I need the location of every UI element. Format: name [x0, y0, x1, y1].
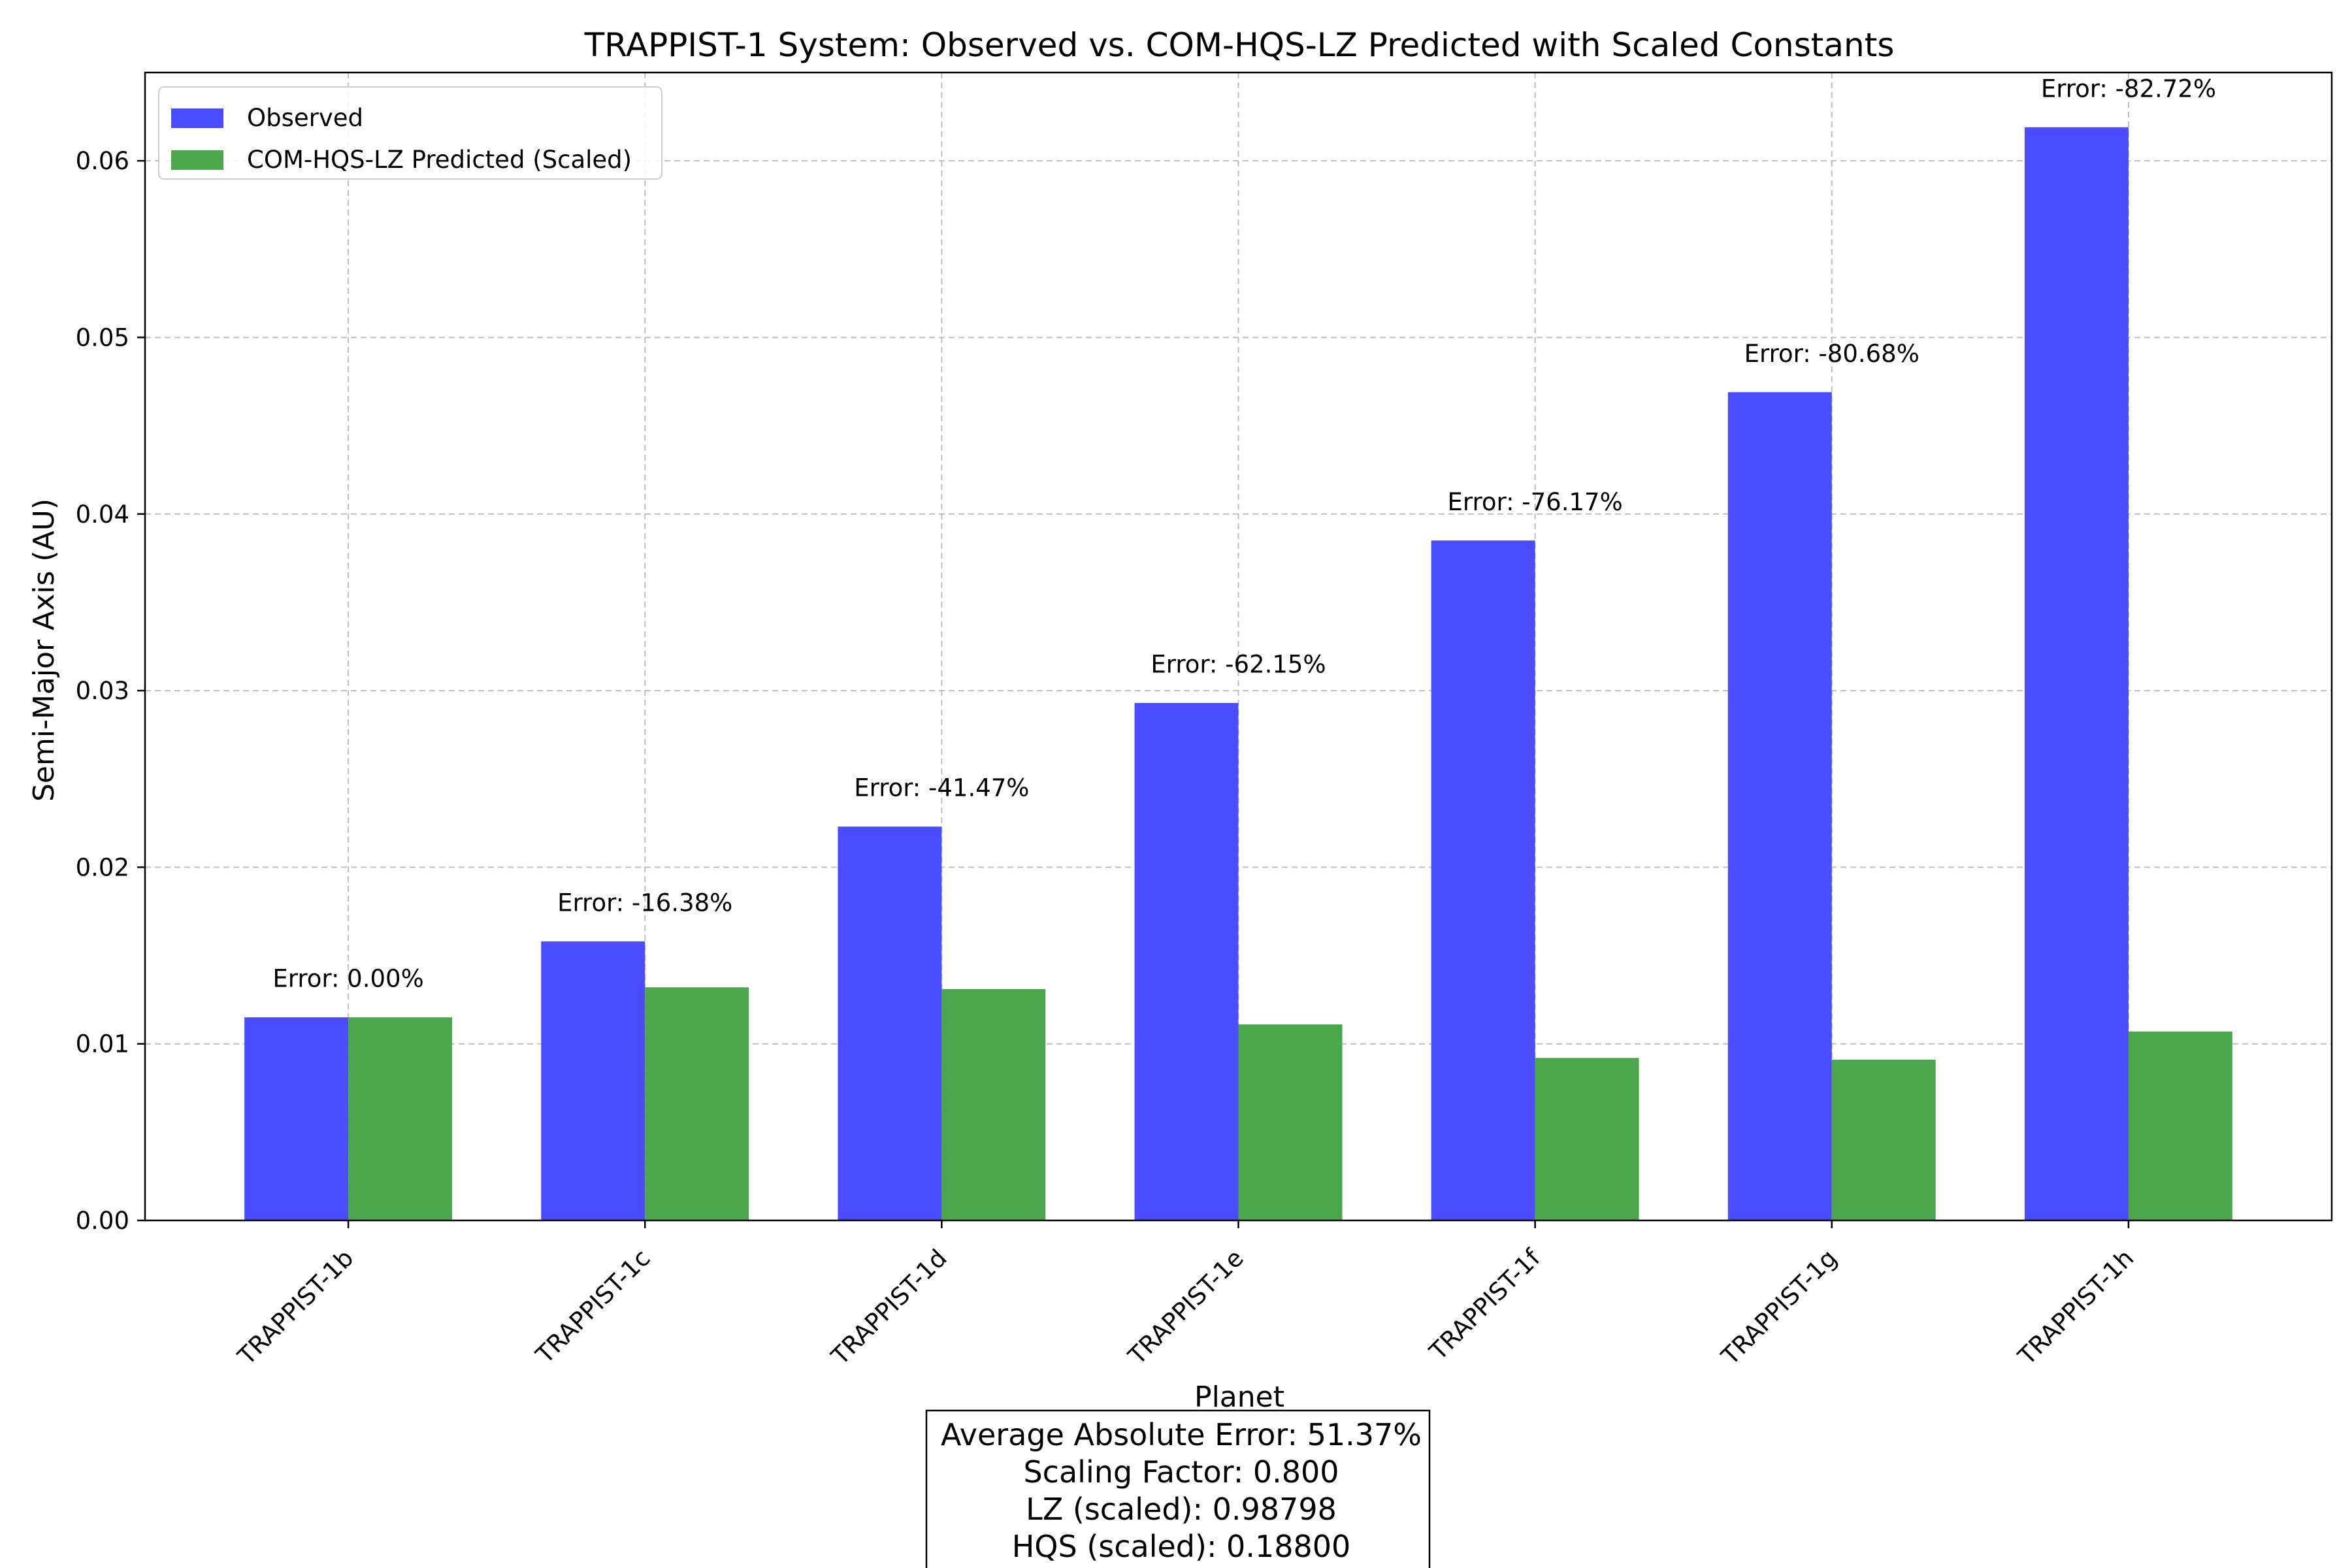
bars [244, 127, 2232, 1221]
info-line: Average Absolute Error: 51.37% [941, 1417, 1422, 1452]
bar-predicted [1238, 1024, 1343, 1220]
bar-observed [2024, 127, 2129, 1220]
bar-predicted [1535, 1058, 1639, 1220]
y-tick-label: 0.03 [76, 677, 129, 705]
legend-swatch [171, 150, 223, 170]
error-annotation: Error: -80.68% [1744, 340, 1919, 368]
bar-observed [838, 826, 942, 1220]
bar-observed [1727, 392, 1832, 1221]
error-annotation: Error: 0.00% [272, 965, 423, 993]
legend-box [158, 86, 662, 180]
y-tick-label: 0.04 [76, 500, 129, 529]
info-box: Average Absolute Error: 51.37%Scaling Fa… [925, 1409, 1431, 1568]
error-annotation: Error: -16.38% [557, 889, 732, 917]
bar-observed [1134, 702, 1239, 1220]
x-axis-label: Planet [1194, 1380, 1284, 1414]
y-axis-label: Semi-Major Axis (AU) [27, 498, 61, 802]
error-annotation: Error: -82.72% [2041, 74, 2216, 103]
y-axis: 0.00 0.01 0.02 0.03 0.04 0.05 0.06 [76, 147, 145, 1235]
bar-predicted [941, 988, 1046, 1220]
y-tick-label: 0.02 [76, 853, 129, 881]
legend-label: COM-HQS-LZ Predicted (Scaled) [247, 146, 632, 174]
bar-predicted [348, 1017, 453, 1220]
y-tick-label: 0.00 [76, 1207, 129, 1235]
error-annotation: Error: -76.17% [1448, 488, 1623, 516]
chart-title: TRAPPIST-1 System: Observed vs. COM-HQS-… [584, 26, 1895, 64]
bar-observed [1431, 540, 1535, 1220]
error-annotations: Error: 0.00% Error: -16.38% Error: -41.47%… [272, 74, 2216, 992]
info-box-frame [925, 1409, 1431, 1568]
y-tick-label: 0.01 [76, 1030, 129, 1058]
info-line: LZ (scaled): 0.98798 [1026, 1492, 1337, 1527]
y-tick-label: 0.05 [76, 323, 129, 351]
bar-observed [541, 941, 645, 1220]
bar-predicted [2128, 1031, 2232, 1220]
legend: Observed COM-HQS-LZ Predicted (Scaled) [158, 86, 662, 180]
bar-observed [244, 1017, 349, 1220]
y-tick-label: 0.06 [76, 147, 129, 175]
info-line: Scaling Factor: 0.800 [1023, 1454, 1339, 1490]
legend-label: Observed [247, 104, 363, 132]
bar-predicted [645, 987, 749, 1220]
legend-swatch [171, 108, 223, 128]
error-annotation: Error: -62.15% [1151, 651, 1326, 679]
info-line: HQS (scaled): 0.18800 [1012, 1529, 1351, 1564]
bar-predicted [1831, 1060, 1936, 1220]
error-annotation: Error: -41.47% [854, 774, 1029, 802]
